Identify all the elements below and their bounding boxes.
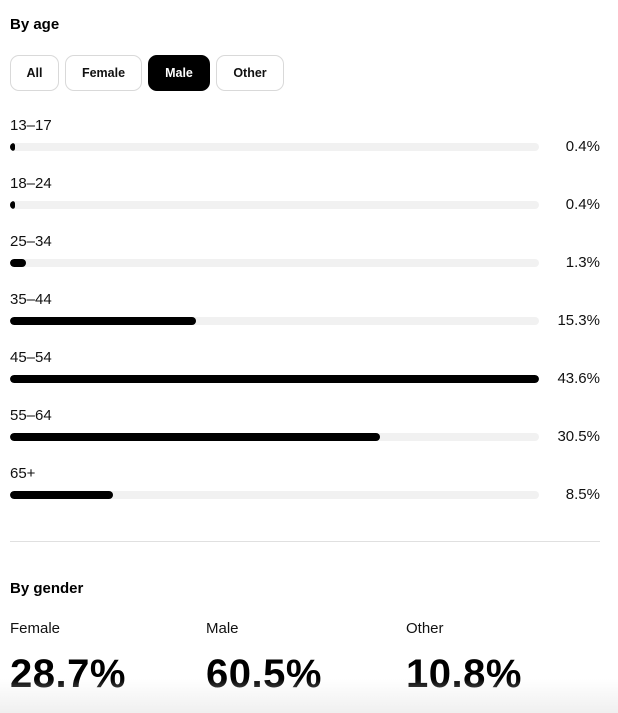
age-row-label: 18–24 <box>10 175 52 192</box>
age-bar-fill <box>10 201 15 209</box>
age-row-65-plus: 65+ 8.5% <box>10 465 600 523</box>
age-bar-track <box>10 143 539 151</box>
gender-stat-value: 60.5% <box>206 652 322 696</box>
age-bar-track <box>10 375 539 383</box>
age-row-label: 55–64 <box>10 407 52 424</box>
age-row-35-44: 35–44 15.3% <box>10 291 600 349</box>
age-bar-fill <box>10 433 381 441</box>
age-bar-track <box>10 201 539 209</box>
age-row-55-64: 55–64 30.5% <box>10 407 600 465</box>
by-gender-title: By gender <box>10 580 84 597</box>
age-bar-track <box>10 317 539 325</box>
age-distribution-list: 13–17 0.4% 18–24 0.4% 25–34 1.3% 35–44 1… <box>10 117 600 523</box>
age-row-percent: 15.3% <box>557 312 600 329</box>
age-bar-track <box>10 491 539 499</box>
age-row-25-34: 25–34 1.3% <box>10 233 600 291</box>
gender-stat-label: Other <box>406 620 444 637</box>
filter-other-button[interactable]: Other <box>216 55 284 91</box>
filter-female-button[interactable]: Female <box>65 55 142 91</box>
gender-stat-male: Male 60.5% <box>206 620 322 696</box>
age-bar-fill <box>10 375 539 383</box>
section-divider <box>10 541 600 542</box>
age-bar-fill <box>10 491 114 499</box>
age-bar-fill <box>10 317 196 325</box>
age-bar-fill <box>10 259 26 267</box>
age-row-label: 65+ <box>10 465 36 482</box>
gender-stat-value: 28.7% <box>10 652 126 696</box>
age-row-45-54: 45–54 43.6% <box>10 349 600 407</box>
age-row-label: 25–34 <box>10 233 52 250</box>
age-row-percent: 0.4% <box>565 196 600 213</box>
age-row-label: 13–17 <box>10 117 52 134</box>
age-row-percent: 1.3% <box>565 254 600 271</box>
gender-stat-value: 10.8% <box>406 652 522 696</box>
filter-all-button[interactable]: All <box>10 55 59 91</box>
age-row-13-17: 13–17 0.4% <box>10 117 600 175</box>
age-row-label: 35–44 <box>10 291 52 308</box>
age-row-percent: 8.5% <box>565 486 600 503</box>
age-filter-group: All Female Male Other <box>10 55 284 91</box>
filter-male-button[interactable]: Male <box>148 55 210 91</box>
age-bar-track <box>10 259 539 267</box>
age-bar-track <box>10 433 539 441</box>
age-row-percent: 43.6% <box>557 370 600 387</box>
gender-stat-female: Female 28.7% <box>10 620 126 696</box>
by-age-title: By age <box>10 16 60 33</box>
gender-stat-label: Male <box>206 620 239 637</box>
age-row-percent: 30.5% <box>557 428 600 445</box>
age-row-percent: 0.4% <box>565 138 600 155</box>
gender-stat-label: Female <box>10 620 61 637</box>
age-row-label: 45–54 <box>10 349 52 366</box>
age-bar-fill <box>10 143 15 151</box>
gender-stat-other: Other 10.8% <box>406 620 522 696</box>
age-row-18-24: 18–24 0.4% <box>10 175 600 233</box>
